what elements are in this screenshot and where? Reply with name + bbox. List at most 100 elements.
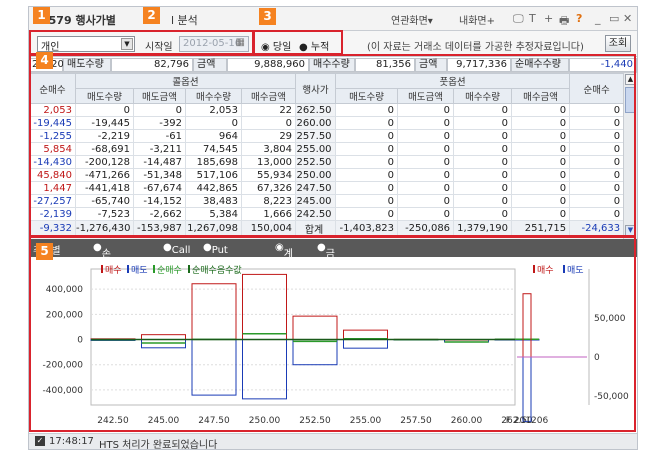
- cell-call-sell-qty: -1,276,430: [75, 220, 134, 237]
- x-tick-label: 252.50: [299, 416, 331, 426]
- window-title: 1579 행사가별: [41, 14, 116, 27]
- y-tick-label: -200,000: [43, 361, 84, 371]
- highlight-box-2: [253, 30, 343, 55]
- minimize-icon[interactable]: _: [595, 12, 601, 25]
- y-tick-label: -400,000: [43, 386, 84, 396]
- x-tick-label: 250.00: [249, 416, 281, 426]
- cell-strike: 250.00: [295, 168, 337, 182]
- radio-put-label: Put: [211, 245, 228, 256]
- start-date-value: 2012-05-16: [183, 38, 242, 49]
- restore-icon[interactable]: ▭: [609, 12, 620, 25]
- toolbar: 개인 ▼ 시작일 2012-05-16 ▦ ◉ 당일 ● 누적 (이 자료는 거…: [29, 31, 637, 57]
- table-row[interactable]: 45,840 -471,266 -51,348 517,106 55,934 250.00…: [29, 168, 625, 182]
- monitor-icon[interactable]: 🖵: [513, 12, 524, 25]
- calendar-icon: ▦: [235, 37, 245, 48]
- status-check-icon: ✓: [35, 436, 45, 446]
- header-call-buy-qty: 매수수량: [185, 88, 242, 104]
- cell-put-buy-qty: 1,379,190: [453, 220, 513, 237]
- highlight-box-1: [29, 30, 254, 55]
- sell-qty-label: 매도수량: [63, 58, 111, 72]
- cell-strike: 247.50: [295, 181, 337, 195]
- query-button[interactable]: 조회: [605, 35, 631, 52]
- table-row[interactable]: 5,854 -68,691 -3,211 74,545 3,804 255.00 0 0 0 0 0: [29, 142, 625, 156]
- buy-qty-value: 81,356: [355, 58, 415, 72]
- x-tick-label: 242.50: [97, 416, 129, 426]
- buy-amount-value: 9,717,336: [447, 58, 511, 72]
- net-qty-select-label: 순매수수량: [515, 59, 561, 70]
- legend-swatch: [533, 265, 535, 273]
- chart-area: 400,000 200,000 0 -200,000 -400,000 242.50 245…: [29, 257, 637, 433]
- radio-today-label: 당일: [272, 42, 292, 53]
- right-tick-label: 0: [594, 353, 600, 363]
- x-tick-label: 255.00: [350, 416, 382, 426]
- header-call-buy-amt: 매수금액: [240, 88, 297, 104]
- highlight-box-5: [29, 236, 636, 432]
- y-tick-label: 0: [77, 336, 83, 346]
- badge-1: 1: [33, 7, 50, 24]
- strike-table: 순매수 콜옵션 행사가 풋옵션 순매수 매도수량 매도금액 매수수량 매수금액 …: [29, 73, 625, 237]
- cell-strike: 262.50: [295, 103, 337, 117]
- header-put-sell-qty: 매도수량: [335, 88, 399, 104]
- text-icon[interactable]: T: [529, 12, 536, 25]
- summary-bar: 201206 매도수량 82,796 금액 9,888,960 매수수량 81,…: [29, 57, 637, 81]
- x-tick-label: 245.00: [148, 416, 180, 426]
- header-put-sell-amt: 매도금액: [397, 88, 455, 104]
- badge-3: 3: [259, 8, 276, 25]
- option-window: 1579 행사가별 l 분석 연관화면▾ 내화면+ 🖵 T + 🖶 ? _ ▭ …: [28, 6, 638, 451]
- print-icon[interactable]: 🖶: [559, 14, 570, 27]
- related-screen-link[interactable]: 연관화면▾: [391, 16, 433, 27]
- net-qty-value: -1,440: [569, 58, 637, 72]
- legend-swatch: [101, 265, 103, 273]
- radio-put[interactable]: ● Put: [203, 242, 228, 256]
- table-row[interactable]: -1,255 -2,219 -61 964 29 257.50 0 0 0 0 0: [29, 129, 625, 143]
- status-message: HTS 처리가 완료되었습니다: [99, 440, 218, 451]
- legend-item: 순매수: [157, 265, 182, 276]
- radio-cumulative[interactable]: ● 누적: [299, 42, 330, 53]
- right-tick-label: -50,000: [594, 392, 629, 402]
- radio-call[interactable]: ● Call: [163, 242, 191, 256]
- futures-x-label: F 201206: [506, 416, 549, 426]
- buy-qty-label: 매수수량: [309, 58, 355, 72]
- cell-strike: 합계: [295, 220, 337, 237]
- table-row[interactable]: -2,139 -7,523 -2,662 5,384 1,666 242.50 0 0 0 0 0: [29, 207, 625, 221]
- x-tick-label: 260.00: [451, 416, 483, 426]
- x-tick-label: 257.50: [400, 416, 432, 426]
- title-bar: 1579 행사가별 l 분석 연관화면▾ 내화면+ 🖵 T + 🖶 ? _ ▭ …: [29, 7, 637, 31]
- cell-call-sell-amt: -153,987: [133, 220, 186, 237]
- plus-icon[interactable]: +: [544, 12, 554, 25]
- date-label: 시작일: [145, 42, 173, 53]
- legend-item: 매도: [567, 265, 584, 276]
- help-icon[interactable]: ?: [576, 12, 583, 25]
- legend-swatch: [153, 265, 155, 273]
- sell-amount-label: 금액: [193, 58, 227, 72]
- cell-strike: 260.00: [295, 116, 337, 130]
- x-tick-label: 247.50: [198, 416, 230, 426]
- radio-cumulative-label: 누적: [310, 42, 330, 53]
- badge-5: 5: [36, 243, 53, 260]
- window-title-tail: l 분석: [171, 14, 198, 27]
- plot-frame: [90, 268, 516, 406]
- sell-amount-value: 9,888,960: [227, 58, 309, 72]
- legend-swatch: [563, 265, 565, 273]
- cell-call-buy-qty: 1,267,098: [185, 220, 242, 237]
- radio-today[interactable]: ◉ 당일: [261, 42, 292, 53]
- badge-2: 2: [143, 7, 160, 24]
- sell-qty-value: 82,796: [111, 58, 193, 72]
- my-screen-link[interactable]: 내화면+: [459, 16, 495, 27]
- cell-strike: 245.00: [295, 194, 337, 208]
- status-bar: ✓ 17:48:17 HTS 처리가 완료되었습니다: [29, 433, 637, 451]
- investor-select[interactable]: 개인 ▼: [37, 36, 135, 53]
- header-call: 콜옵션: [74, 73, 297, 89]
- cell-strike: 257.50: [295, 129, 337, 143]
- y-tick-label: 400,000: [46, 285, 83, 295]
- table-scrollbar[interactable]: ▲ ▼: [623, 73, 637, 239]
- cell-put-net: -24,633: [569, 220, 625, 237]
- legend-swatch: [127, 265, 129, 273]
- highlight-box-4: [29, 54, 636, 237]
- legend-item: 순매수음수값: [192, 264, 242, 276]
- x-tick-label: 262.50: [501, 416, 533, 426]
- start-date-field: 2012-05-16 ▦: [179, 36, 249, 52]
- close-icon[interactable]: ✕: [623, 12, 633, 25]
- badge-4: 4: [36, 52, 53, 69]
- chevron-down-icon[interactable]: ▼: [121, 38, 133, 50]
